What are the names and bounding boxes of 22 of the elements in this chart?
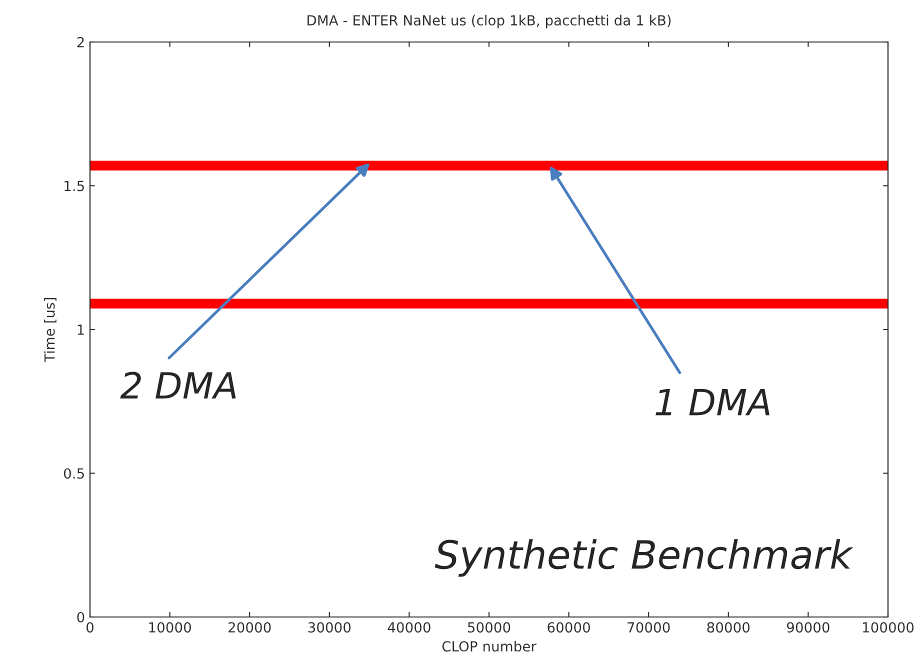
- y-tick-label: 0.5: [64, 468, 84, 479]
- x-tick-label: 70000: [628, 622, 670, 633]
- annotation: 1 DMA: [656, 388, 770, 416]
- x-tick-label: 0: [86, 622, 94, 633]
- x-tick-label: 10000: [149, 622, 191, 633]
- x-tick-label: 100000: [863, 622, 914, 633]
- x-tick-label: 60000: [548, 622, 590, 633]
- y-axis-title: Time [us]: [44, 298, 56, 362]
- y-tick-label: 1.5: [64, 180, 84, 192]
- y-tick-label: 2: [77, 36, 84, 48]
- annotation: 2 DMA: [120, 372, 236, 399]
- x-tick-label: 30000: [308, 622, 351, 633]
- x-tick-label: 20000: [228, 622, 271, 633]
- x-axis-title: CLOP number: [442, 640, 536, 652]
- chart-title: DMA - ENTER NaNet us (clop 1kB, pacchetti da 1 kB): [308, 14, 671, 28]
- x-tick-label: 80000: [707, 622, 750, 633]
- y-tick-label: 1: [78, 324, 84, 335]
- x-tick-label: 90000: [786, 622, 830, 633]
- y-tick-label: 0: [77, 612, 84, 622]
- x-tick-label: 40000: [388, 622, 430, 633]
- annotation: Synthetic Benchmark: [434, 539, 854, 577]
- x-tick-label: 50000: [468, 622, 510, 633]
